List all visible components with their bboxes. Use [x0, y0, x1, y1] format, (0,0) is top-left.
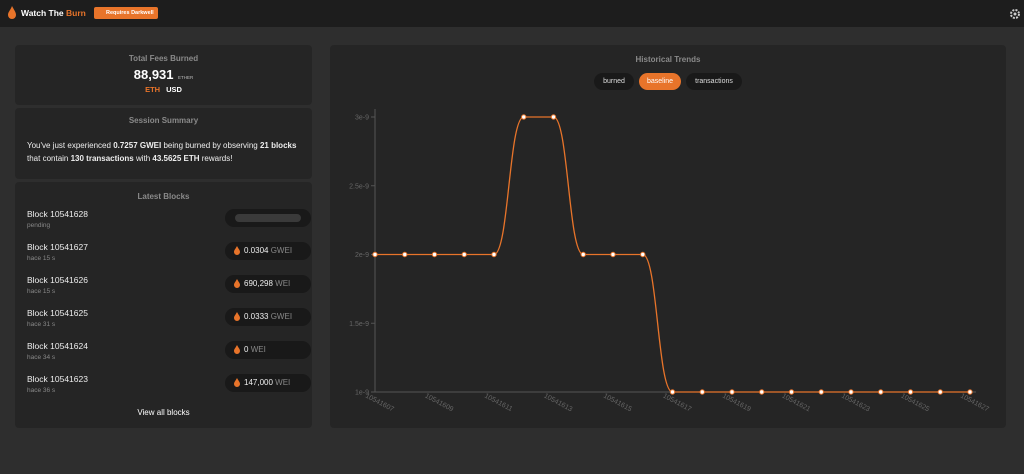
fee-pill: 147,000 WEI [225, 374, 311, 392]
fee-pill: 0.0304 GWEI [225, 242, 311, 260]
blocks-panel: Latest Blocks View all blocks Block 1054… [15, 182, 312, 428]
block-age: hace 31 s [27, 321, 56, 328]
currency-option[interactable]: USD [166, 85, 182, 94]
block-name: Block 10541625 [27, 308, 88, 318]
block-age: hace 34 s [27, 354, 56, 361]
tab[interactable]: burned [594, 73, 634, 90]
fees-unit: ETHER [177, 75, 194, 80]
fee-pill: 0 WEI [225, 341, 311, 359]
fee-text: 0.0304 GWEI [244, 242, 292, 260]
pending-bar [235, 214, 301, 222]
fees-amount-row: 88,931 ETHER [15, 66, 312, 84]
fee-pill: 0.0333 GWEI [225, 308, 311, 326]
fee-unit: GWEI [270, 312, 293, 321]
fee-pill: 690,298 WEI [225, 275, 311, 293]
flame-icon [234, 279, 240, 288]
stat: 130 transactions [70, 154, 134, 163]
trends-title: Historical Trends [635, 55, 701, 64]
fee-text: 690,298 WEI [244, 275, 290, 293]
fee-text: 0 WEI [244, 341, 266, 359]
view-all-link[interactable]: View all blocks [137, 408, 190, 417]
text: You've just experienced [27, 141, 114, 150]
flame-icon [234, 378, 240, 387]
fee-value: 0.0333 [244, 312, 269, 321]
flame-icon [234, 312, 240, 321]
currency-switch: ETH USD [15, 85, 312, 94]
block-row[interactable]: Block 10541627 hace 15 s 0.0304 GWEI [27, 242, 311, 270]
block-row[interactable]: Block 10541626 hace 15 s 690,298 WEI [27, 275, 311, 303]
logo-icon [8, 6, 16, 19]
fee-value: 147,000 [244, 378, 273, 387]
block-age: hace 15 s [27, 288, 56, 295]
fee-text: 147,000 WEI [244, 374, 290, 392]
text: with [133, 154, 153, 163]
session-text: You've just experienced 0.7257 GWEI bein… [27, 139, 302, 165]
block-name: Block 10541623 [27, 374, 88, 384]
title-main: Watch The [21, 8, 67, 18]
fee-unit: WEI [275, 279, 291, 288]
fees-panel: Total Fees Burned 88,931 ETHER ETH USD [15, 45, 312, 105]
session-title: Session Summary [128, 116, 199, 125]
text: that contain [27, 154, 71, 163]
badge-text: Requires Darkwell [106, 10, 154, 16]
block-age: hace 15 s [27, 255, 56, 262]
title-accent: Burn [66, 8, 86, 18]
fee-pill [225, 209, 311, 227]
block-name: Block 10541624 [27, 341, 88, 351]
header: Watch The Burn Requires Darkwell [0, 0, 1024, 27]
flame-icon [234, 345, 240, 354]
trends-panel: Historical Trends burned baseline transact… [330, 45, 1006, 428]
settings-icon[interactable] [1010, 9, 1020, 19]
fee-unit: WEI [250, 345, 266, 354]
stat: 43.5625 ETH [152, 154, 200, 163]
fee-value: 0.0304 [244, 246, 269, 255]
fee-unit: GWEI [270, 246, 293, 255]
fee-text: 0.0333 GWEI [244, 308, 292, 326]
block-age: hace 36 s [27, 387, 56, 394]
currency-option[interactable]: ETH [145, 85, 161, 94]
tab[interactable]: transactions [686, 73, 742, 90]
stat: 0.7257 GWEI [113, 141, 162, 150]
blocks-title: Latest Blocks [137, 192, 190, 201]
badge[interactable]: Requires Darkwell [94, 7, 158, 19]
stat: 21 blocks [259, 141, 297, 150]
block-row[interactable]: Block 10541628 pending [27, 209, 311, 237]
fee-value: 0 [244, 345, 249, 354]
fee-value: 690,298 [244, 279, 273, 288]
fee-unit: WEI [275, 378, 291, 387]
fees-amount: 88,931 [133, 67, 174, 82]
block-name: Block 10541627 [27, 242, 88, 252]
text: being burned by observing [161, 141, 260, 150]
app-title: Watch The Burn [21, 8, 86, 18]
block-name: Block 10541626 [27, 275, 88, 285]
tab[interactable]: baseline [639, 73, 681, 90]
block-name: Block 10541628 [27, 209, 88, 219]
block-row[interactable]: Block 10541624 hace 34 s 0 WEI [27, 341, 311, 369]
text: rewards! [199, 154, 233, 163]
block-row[interactable]: Block 10541623 hace 36 s 147,000 WEI [27, 374, 311, 402]
session-panel: Session Summary You've just experienced … [15, 108, 312, 179]
fees-title: Total Fees Burned [128, 54, 199, 63]
flame-icon [234, 246, 240, 255]
block-age: pending [27, 222, 51, 229]
block-row[interactable]: Block 10541625 hace 31 s 0.0333 GWEI [27, 308, 311, 336]
